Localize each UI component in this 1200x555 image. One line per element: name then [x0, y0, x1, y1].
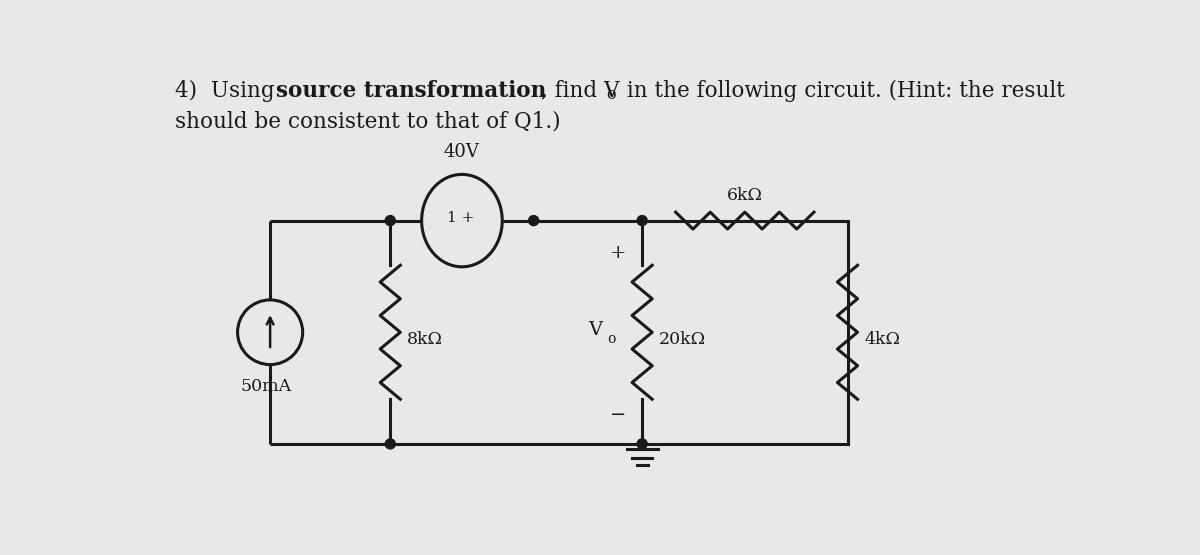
Text: +: + [610, 244, 626, 262]
Circle shape [637, 215, 647, 225]
Text: 50mA: 50mA [241, 379, 292, 396]
Circle shape [385, 215, 395, 225]
Text: source transformation: source transformation [276, 80, 546, 102]
Text: should be consistent to that of Q1.): should be consistent to that of Q1.) [175, 110, 560, 133]
Text: 4kΩ: 4kΩ [864, 331, 900, 349]
Text: −: − [611, 406, 626, 425]
Circle shape [637, 439, 647, 449]
Text: o: o [606, 86, 616, 103]
Text: 20kΩ: 20kΩ [659, 331, 706, 349]
Text: 6kΩ: 6kΩ [727, 186, 763, 204]
Ellipse shape [421, 174, 503, 267]
Circle shape [238, 300, 302, 365]
Text: in the following circuit. (Hint: the result: in the following circuit. (Hint: the res… [620, 80, 1066, 102]
Text: 1 +: 1 + [446, 210, 474, 225]
Text: 4)  Using: 4) Using [175, 80, 282, 102]
Text: o: o [607, 332, 616, 346]
Circle shape [528, 215, 539, 225]
Text: V: V [588, 321, 602, 339]
Circle shape [385, 439, 395, 449]
Text: , find V: , find V [541, 80, 619, 102]
Text: 8kΩ: 8kΩ [407, 331, 443, 349]
Text: 40V: 40V [444, 143, 480, 160]
